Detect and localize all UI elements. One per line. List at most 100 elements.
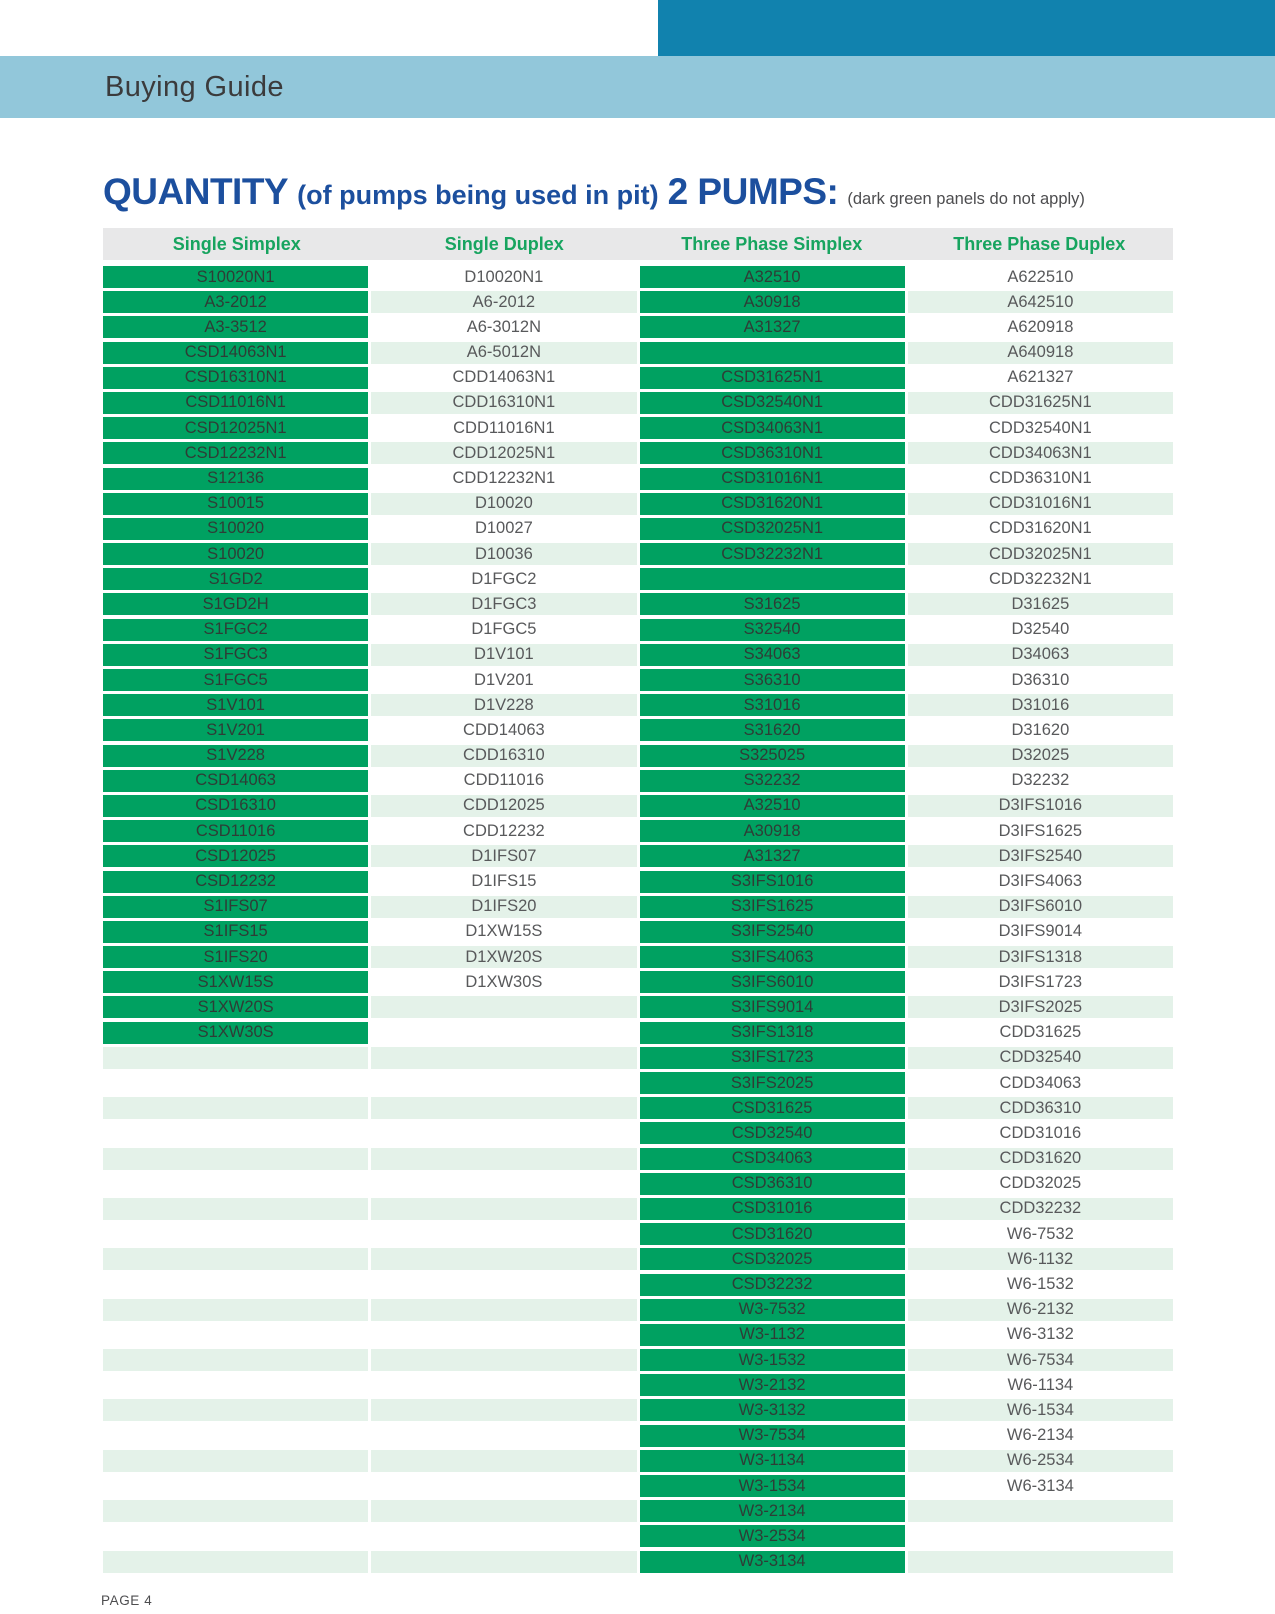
table-cell bbox=[371, 1273, 637, 1296]
table-cell: S32232 bbox=[639, 769, 905, 792]
pump-model-panel: CSD12232 bbox=[103, 870, 369, 893]
pump-model: A642510 bbox=[1007, 292, 1074, 311]
table-cell: A31327 bbox=[639, 845, 905, 868]
pump-model-panel: CSD34063 bbox=[639, 1147, 905, 1170]
pump-model-panel: S1V201 bbox=[103, 719, 369, 742]
table-cell: A30918 bbox=[639, 820, 905, 843]
table-cell: S31620 bbox=[639, 719, 905, 742]
pump-model: D3IFS1723 bbox=[998, 972, 1083, 991]
pump-model-panel: CSD11016 bbox=[103, 820, 369, 843]
table-cell: W6-1532 bbox=[907, 1273, 1173, 1296]
pump-model-panel: CSD32232 bbox=[639, 1273, 905, 1296]
pump-model: S1FGC5 bbox=[203, 670, 268, 689]
pump-model-panel: CSD14063 bbox=[103, 769, 369, 792]
pump-model-panel: CSD31016 bbox=[639, 1197, 905, 1220]
table-cell bbox=[371, 1349, 637, 1372]
pump-model: CSD12232 bbox=[195, 872, 276, 890]
table-cell: D3IFS2540 bbox=[907, 845, 1173, 868]
pump-model: D1V228 bbox=[474, 695, 534, 714]
table-cell: CDD31620 bbox=[907, 1147, 1173, 1170]
pump-model-panel: W3-7534 bbox=[639, 1424, 905, 1447]
table-cell: S10020 bbox=[103, 543, 369, 566]
pump-model: CDD34063N1 bbox=[989, 443, 1092, 462]
pump-model: S1V201 bbox=[206, 720, 265, 739]
table-cell: S1XW30S bbox=[103, 1021, 369, 1044]
table-cell: CDD31016N1 bbox=[907, 492, 1173, 515]
pump-model: A6-5012N bbox=[466, 343, 542, 362]
pump-model: CDD31625N1 bbox=[989, 393, 1092, 412]
pump-model-panel: CSD31016N1 bbox=[639, 467, 905, 490]
table-cell: W6-7532 bbox=[907, 1223, 1173, 1246]
pump-model: W6-3134 bbox=[1006, 1476, 1074, 1495]
table-cell: D1FGC2 bbox=[371, 568, 637, 591]
table-cell: D1IFS15 bbox=[371, 870, 637, 893]
table-cell bbox=[371, 1298, 637, 1321]
pump-model: CSD12025 bbox=[195, 846, 276, 865]
table-cell: S325025 bbox=[639, 744, 905, 767]
pump-model: D10036 bbox=[474, 544, 533, 563]
table-cell: CSD31016 bbox=[639, 1197, 905, 1220]
pump-model: D1V201 bbox=[474, 670, 534, 689]
table-cell bbox=[907, 1550, 1173, 1573]
pump-model-panel: S31016 bbox=[639, 694, 905, 717]
pump-model-panel: CSD11016N1 bbox=[103, 391, 369, 414]
pump-model: S1V228 bbox=[206, 746, 265, 765]
table-cell bbox=[371, 1399, 637, 1422]
pump-model: S10020N1 bbox=[196, 267, 275, 286]
table-cell: D31625 bbox=[907, 593, 1173, 616]
pump-model: S36310 bbox=[743, 670, 801, 689]
table-cell: D10027 bbox=[371, 517, 637, 540]
table-cell: W6-3132 bbox=[907, 1323, 1173, 1346]
pump-model-panel: CSD31620N1 bbox=[639, 492, 905, 515]
pump-model: S1IFS15 bbox=[203, 922, 268, 941]
table-cell: CDD32540 bbox=[907, 1046, 1173, 1069]
table-cell: CDD12025N1 bbox=[371, 442, 637, 465]
pump-model: A6-3012N bbox=[466, 317, 542, 336]
pump-model: D10027 bbox=[474, 519, 533, 538]
pump-model: CSD16310N1 bbox=[184, 368, 287, 387]
pump-model-panel: S32232 bbox=[639, 769, 905, 792]
pump-model: S31625 bbox=[743, 594, 801, 613]
pump-model: S31016 bbox=[743, 695, 801, 714]
header-band: Buying Guide bbox=[0, 56, 1275, 118]
table-cell bbox=[103, 1223, 369, 1246]
table-cell: W3-2132 bbox=[639, 1374, 905, 1397]
pump-model: CSD36310N1 bbox=[721, 443, 824, 462]
pump-model: S3IFS1723 bbox=[730, 1048, 814, 1067]
table-cell bbox=[371, 1525, 637, 1548]
table-cell bbox=[103, 1550, 369, 1573]
pump-model-panel bbox=[639, 341, 905, 364]
table-cell: CSD14063N1 bbox=[103, 341, 369, 364]
pump-model: S1IFS07 bbox=[203, 897, 268, 916]
pump-model: W3-3132 bbox=[738, 1400, 806, 1419]
pump-model: W3-7532 bbox=[738, 1300, 806, 1319]
table-cell: D3IFS1318 bbox=[907, 946, 1173, 969]
pump-model: S10015 bbox=[207, 494, 265, 513]
table-cell: CSD32232 bbox=[639, 1273, 905, 1296]
pump-model-panel: CSD14063N1 bbox=[103, 341, 369, 364]
table-cell: S3IFS1318 bbox=[639, 1021, 905, 1044]
table-cell: CSD36310N1 bbox=[639, 442, 905, 465]
pump-model: W6-1534 bbox=[1006, 1400, 1074, 1419]
pump-model: D1IFS20 bbox=[471, 897, 537, 916]
table-cell: S10020 bbox=[103, 517, 369, 540]
pump-model: CDD32540N1 bbox=[989, 418, 1092, 437]
table-cell: D10036 bbox=[371, 543, 637, 566]
table-cell: CDD32232N1 bbox=[907, 568, 1173, 591]
table-cell: CSD31620N1 bbox=[639, 492, 905, 515]
pump-model: W3-1532 bbox=[738, 1350, 806, 1369]
pump-model: CDD12025N1 bbox=[452, 443, 556, 462]
pump-model-panel: W3-1532 bbox=[639, 1349, 905, 1372]
title-qualifier: (of pumps being used in pit) bbox=[297, 180, 659, 210]
table-cell: W3-3134 bbox=[639, 1550, 905, 1573]
table-cell: CDD31625N1 bbox=[907, 391, 1173, 414]
pump-model-panel: CSD12025N1 bbox=[103, 417, 369, 440]
table-cell: CSD12232 bbox=[103, 870, 369, 893]
pump-model-panel: S3IFS1016 bbox=[639, 870, 905, 893]
table-cell: S3IFS4063 bbox=[639, 946, 905, 969]
table-cell: CSD32540N1 bbox=[639, 391, 905, 414]
pump-model: CDD12025 bbox=[463, 796, 545, 815]
table-cell bbox=[371, 1374, 637, 1397]
table-cell: D1V201 bbox=[371, 669, 637, 691]
pump-model-panel: S3IFS9014 bbox=[639, 996, 905, 1019]
